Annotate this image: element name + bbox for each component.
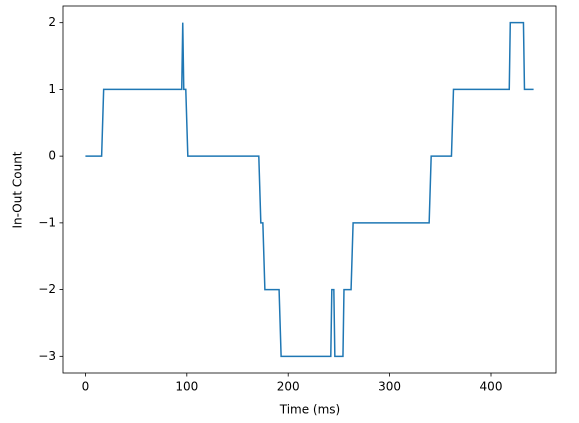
x-axis-label: Time (ms) <box>279 403 341 417</box>
plot-frame <box>62 5 557 374</box>
y-tick-label: −1 <box>38 215 56 229</box>
y-tick-label: 2 <box>48 15 56 29</box>
y-axis-label: In-Out Count <box>11 151 25 228</box>
y-tick-label: 1 <box>48 82 56 96</box>
y-tick-label: 0 <box>48 149 56 163</box>
y-tick-label: −3 <box>38 349 56 363</box>
x-tick-label: 400 <box>480 380 503 394</box>
y-tick-label: −2 <box>38 282 56 296</box>
x-tick-label: 100 <box>175 380 198 394</box>
data-line <box>85 21 534 358</box>
x-tick-label: 0 <box>82 380 90 394</box>
x-tick-label: 200 <box>277 380 300 394</box>
x-tick-label: 300 <box>378 380 401 394</box>
